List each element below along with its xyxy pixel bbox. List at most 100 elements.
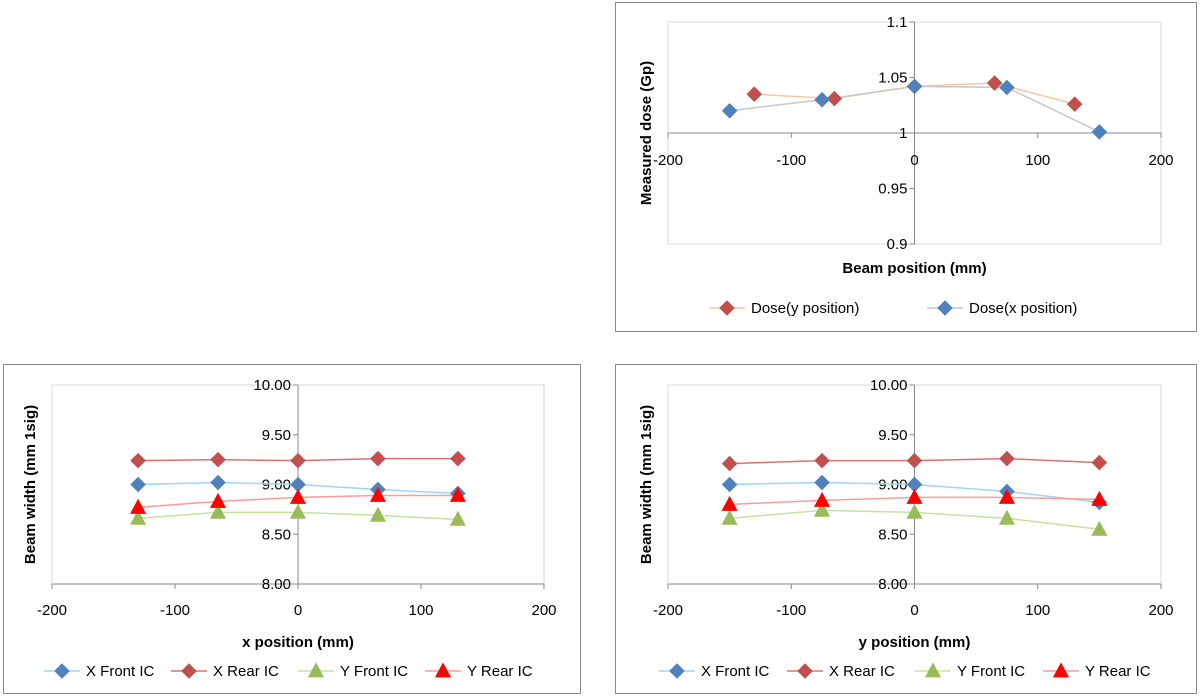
- data-point-3-0: [130, 498, 147, 514]
- data-point-1-3: [999, 79, 1015, 96]
- data-point-1-1: [814, 91, 830, 108]
- x-tick-label: 200: [531, 602, 556, 619]
- legend-marker-3: [1052, 662, 1070, 678]
- x-tick-label: 0: [910, 602, 918, 619]
- dose-chart-panel: 0.9 0.95 1 1.05 1.1 -200 -100 0 100 200 Beam posit…: [615, 2, 1197, 332]
- data-point-0-2: [290, 476, 306, 493]
- legend-marker-0: [719, 300, 735, 316]
- y-tick-label: 10.00: [870, 377, 908, 394]
- data-point-1-3: [370, 450, 386, 467]
- x-tick-label: -200: [653, 152, 683, 169]
- data-point-1-0: [721, 103, 738, 119]
- data-point-2-0: [130, 509, 147, 525]
- beam-width-x-chart: 8.00 8.50 9.00 9.50 10.00 -200 -100 0 100 200 x po…: [22, 377, 557, 680]
- y-tick-label: 0.9: [887, 236, 908, 253]
- y-tick-label: 1.05: [878, 70, 907, 87]
- data-point-2-3: [998, 509, 1015, 525]
- x-axis-title: y position (mm): [859, 634, 971, 651]
- beam-width-y-chart-panel: 8.00 8.50 9.00 9.50 10.00 -200 -100 0 100 200 y po…: [615, 364, 1197, 694]
- data-point-3-2: [289, 488, 307, 504]
- legend-marker-3: [434, 662, 452, 678]
- data-point-1-0: [130, 452, 146, 469]
- data-point-3-3: [998, 488, 1015, 504]
- x-tick-label: 100: [408, 602, 433, 619]
- data-point-2-1: [209, 503, 227, 519]
- y-tick-label: 9.00: [262, 477, 291, 494]
- legend-marker-1: [181, 663, 197, 679]
- data-point-2-2: [906, 503, 923, 519]
- data-point-1-1: [210, 451, 226, 468]
- dose-chart: 0.9 0.95 1 1.05 1.1 -200 -100 0 100 200 Beam posit…: [638, 14, 1174, 317]
- legend-label: Y Rear IC: [467, 663, 533, 680]
- x-tick-label: -200: [653, 602, 683, 619]
- x-axis-title: x position (mm): [242, 634, 354, 651]
- data-point-1-3: [999, 450, 1015, 467]
- y-axis-title: Beam width (mm 1sig): [22, 405, 39, 564]
- data-point-2-4: [449, 510, 466, 526]
- legend-marker-0: [669, 663, 685, 679]
- legend-marker-2: [307, 662, 325, 678]
- data-point-2-4: [1091, 520, 1108, 536]
- data-point-3-1: [814, 491, 831, 507]
- data-point-3-4: [449, 486, 466, 502]
- data-point-2-2: [289, 503, 307, 519]
- y-tick-label: 10.00: [253, 377, 291, 394]
- x-tick-label: 0: [294, 602, 302, 619]
- data-point-2-3: [369, 506, 387, 522]
- legend-marker-1: [937, 300, 953, 316]
- data-point-2-0: [721, 509, 738, 525]
- beam-width-y-chart: 8.00 8.50 9.00 9.50 10.00 -200 -100 0 100 200 y po…: [638, 377, 1174, 680]
- x-tick-label: 0: [910, 152, 918, 169]
- legend-marker-2: [924, 662, 942, 678]
- legend-marker-1: [797, 663, 813, 679]
- data-point-0-1: [826, 90, 843, 107]
- y-tick-label: 9.00: [878, 477, 907, 494]
- data-point-0-3: [986, 75, 1003, 91]
- y-tick-label: 8.50: [262, 526, 291, 543]
- legend-label: X Front IC: [86, 663, 155, 680]
- legend-label: Dose(y position): [751, 300, 859, 317]
- data-point-1-0: [721, 455, 738, 472]
- legend-label: Dose(x position): [969, 300, 1077, 317]
- data-point-1-2: [906, 78, 923, 95]
- y-tick-label: 8.50: [878, 526, 907, 543]
- y-tick-label: 0.95: [878, 181, 907, 198]
- x-tick-label: 100: [1025, 602, 1050, 619]
- x-tick-label: -200: [37, 602, 67, 619]
- data-point-3-2: [906, 488, 923, 504]
- x-tick-label: 200: [1148, 602, 1173, 619]
- y-axis-title: Measured dose (Gp): [638, 61, 655, 205]
- legend-label: X Rear IC: [829, 663, 895, 680]
- x-tick-label: -100: [160, 602, 190, 619]
- x-axis-title: Beam position (mm): [842, 260, 986, 277]
- legend-label: X Front IC: [701, 663, 770, 680]
- x-tick-label: -100: [776, 602, 806, 619]
- data-point-0-0: [746, 86, 763, 102]
- y-tick-label: 1.1: [887, 14, 908, 31]
- legend-label: Y Front IC: [340, 663, 408, 680]
- beam-width-x-chart-panel: 8.00 8.50 9.00 9.50 10.00 -200 -100 0 100 200 x po…: [3, 364, 581, 694]
- data-point-3-1: [209, 492, 227, 508]
- data-point-3-0: [721, 495, 738, 511]
- data-point-3-3: [369, 486, 387, 502]
- y-tick-label: 1: [899, 125, 907, 142]
- x-tick-label: 100: [1025, 152, 1050, 169]
- legend-label: X Rear IC: [213, 663, 279, 680]
- data-point-0-4: [1066, 96, 1083, 112]
- legend-label: Y Front IC: [957, 663, 1025, 680]
- data-point-0-1: [210, 474, 226, 491]
- data-point-0-0: [721, 476, 738, 493]
- y-tick-label: 8.00: [878, 576, 907, 593]
- data-point-1-2: [290, 452, 306, 469]
- legend-marker-0: [54, 663, 70, 679]
- data-point-1-4: [450, 450, 466, 467]
- y-axis-title: Beam width (mm 1sig): [638, 405, 655, 564]
- data-point-1-4: [1091, 124, 1108, 140]
- x-tick-label: -100: [776, 152, 806, 169]
- data-point-1-1: [814, 452, 830, 469]
- data-point-1-4: [1091, 454, 1108, 471]
- data-point-0-1: [814, 474, 830, 491]
- data-point-2-1: [814, 501, 831, 517]
- y-tick-label: 9.50: [262, 427, 291, 444]
- data-point-0-0: [130, 476, 146, 493]
